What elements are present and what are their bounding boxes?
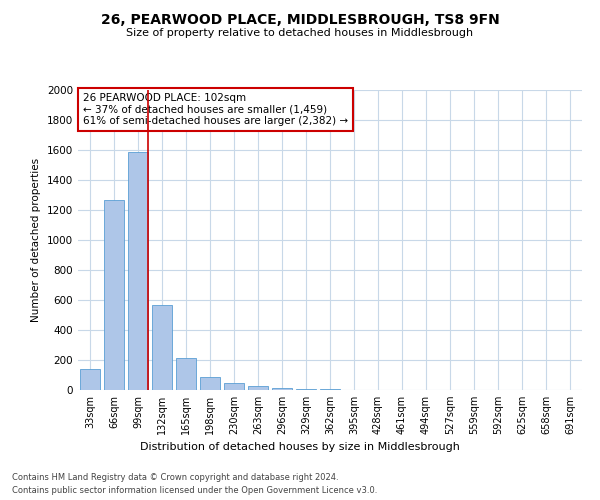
Bar [248, 386, 268, 390]
Bar [176, 358, 196, 390]
Bar [224, 383, 244, 390]
Text: Contains public sector information licensed under the Open Government Licence v3: Contains public sector information licen… [12, 486, 377, 495]
Bar [128, 152, 148, 390]
Text: 26, PEARWOOD PLACE, MIDDLESBROUGH, TS8 9FN: 26, PEARWOOD PLACE, MIDDLESBROUGH, TS8 9… [101, 12, 499, 26]
Bar [320, 389, 340, 390]
Text: Size of property relative to detached houses in Middlesbrough: Size of property relative to detached ho… [127, 28, 473, 38]
Bar [104, 200, 124, 390]
Bar [152, 305, 172, 390]
Bar [296, 388, 316, 390]
Bar [80, 369, 100, 390]
Bar [200, 376, 220, 390]
Text: Contains HM Land Registry data © Crown copyright and database right 2024.: Contains HM Land Registry data © Crown c… [12, 472, 338, 482]
Text: 26 PEARWOOD PLACE: 102sqm
← 37% of detached houses are smaller (1,459)
61% of se: 26 PEARWOOD PLACE: 102sqm ← 37% of detac… [83, 93, 348, 126]
Text: Distribution of detached houses by size in Middlesbrough: Distribution of detached houses by size … [140, 442, 460, 452]
Y-axis label: Number of detached properties: Number of detached properties [31, 158, 41, 322]
Bar [272, 388, 292, 390]
